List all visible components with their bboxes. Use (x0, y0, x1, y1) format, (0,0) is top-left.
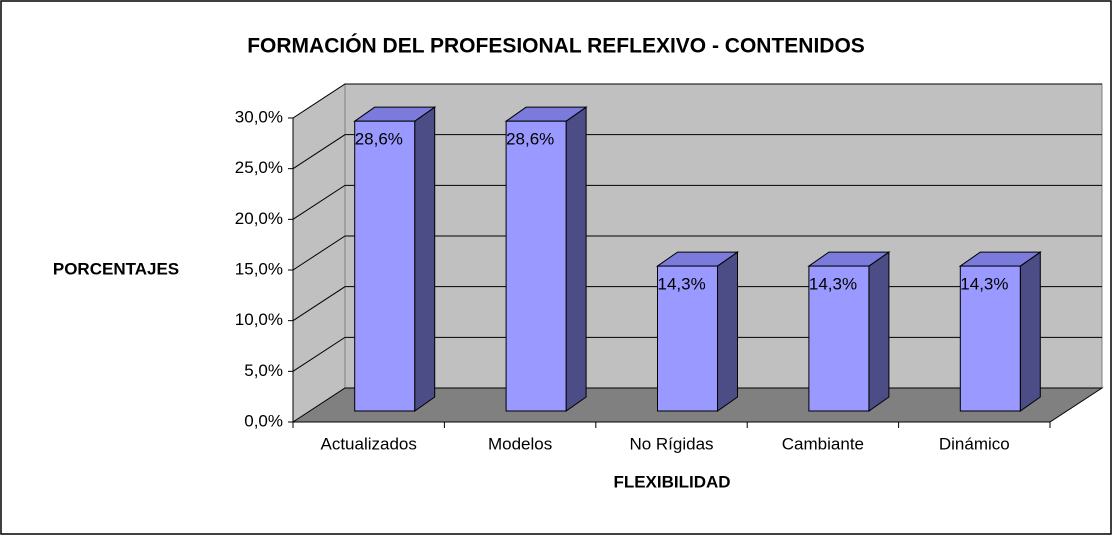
data-label: 14,3% (809, 275, 857, 294)
x-tick-label: No Rígidas (629, 434, 713, 453)
bar (505, 120, 567, 412)
grid-line (292, 134, 1102, 170)
bar-side (1019, 251, 1041, 412)
y-tick-label: 15,0% (235, 259, 283, 278)
bar (959, 265, 1021, 412)
grid-line (292, 235, 1102, 271)
bar (808, 265, 870, 412)
bar (354, 120, 416, 412)
data-label: 28,6% (355, 130, 403, 149)
data-label: 14,3% (658, 275, 706, 294)
y-tick-label: 25,0% (235, 158, 283, 177)
grid-line (292, 184, 1102, 220)
chart-title: FORMACIÓN DEL PROFESIONAL REFLEXIVO - CO… (247, 34, 865, 58)
bar-side (414, 106, 436, 412)
bar-side (717, 251, 738, 412)
y-tick-label: 10,0% (235, 310, 283, 329)
x-tick-label: Cambiante (782, 434, 864, 453)
y-tick-label: 20,0% (235, 209, 283, 228)
x-tick-label: Modelos (488, 434, 552, 453)
y-tick-label: 0,0% (244, 411, 283, 430)
x-axis-label: FLEXIBILIDAD (613, 472, 730, 491)
bar-side (868, 251, 890, 412)
data-label: 14,3% (960, 275, 1008, 294)
x-tick-label: Dinámico (939, 434, 1010, 453)
y-axis-label: PORCENTAJES (53, 259, 179, 278)
y-tick-label: 5,0% (244, 361, 283, 380)
bar-side (565, 106, 587, 412)
bar (657, 265, 718, 412)
grid-line (292, 83, 1102, 119)
data-label: 28,6% (506, 130, 554, 149)
y-tick-label: 30,0% (235, 107, 283, 126)
x-tick-label: Actualizados (321, 434, 417, 453)
